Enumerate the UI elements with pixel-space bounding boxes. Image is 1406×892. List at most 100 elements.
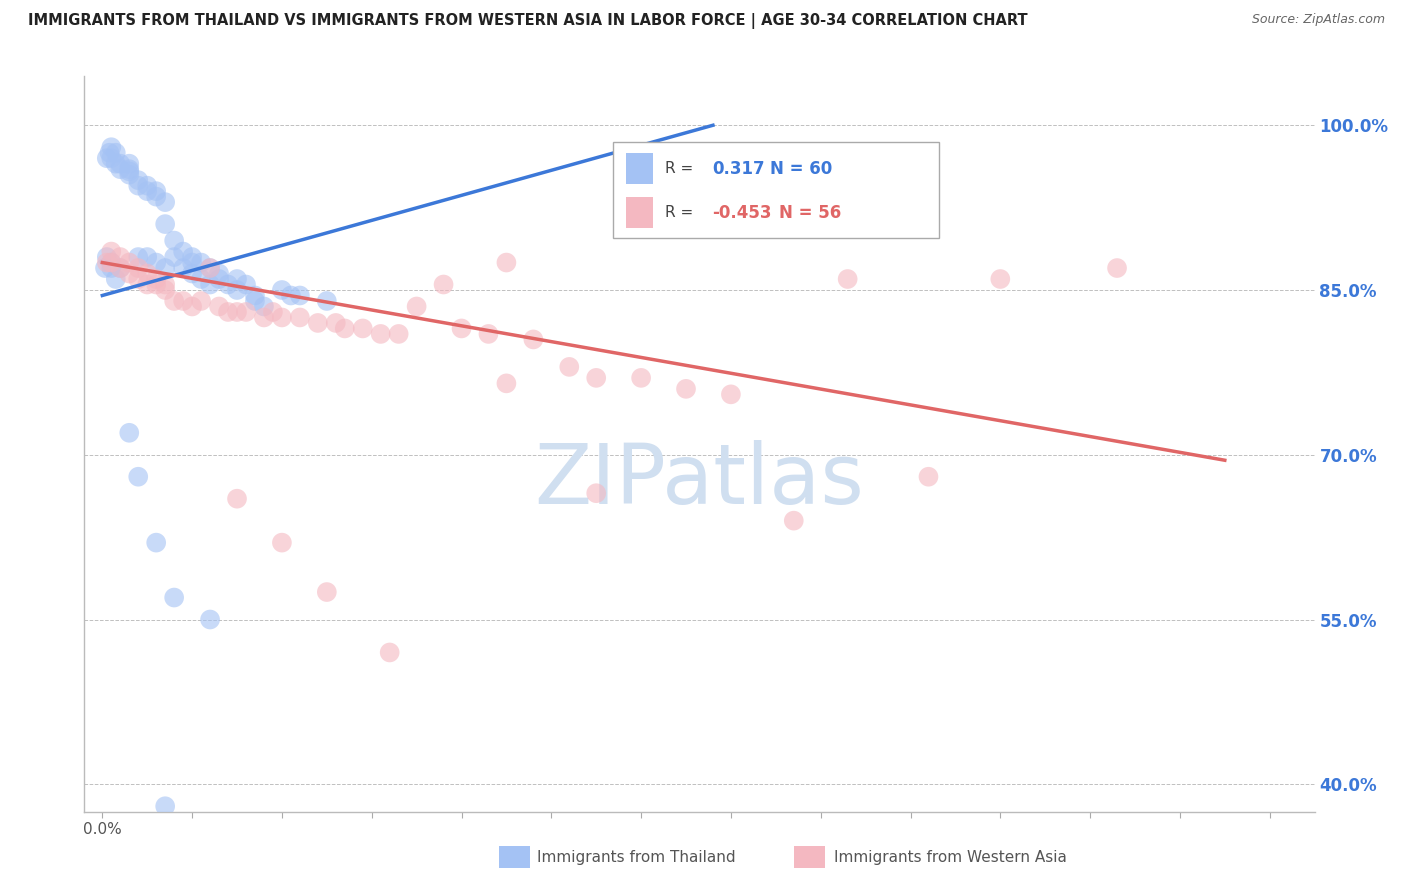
Point — [235, 277, 257, 292]
Point — [118, 157, 141, 171]
Point — [104, 145, 127, 160]
Point — [153, 283, 176, 297]
Point — [181, 255, 204, 269]
Point — [153, 195, 176, 210]
Point — [370, 326, 392, 341]
Point — [163, 234, 186, 248]
Point — [110, 260, 132, 275]
Text: N = 60: N = 60 — [769, 160, 832, 178]
Text: IMMIGRANTS FROM THAILAND VS IMMIGRANTS FROM WESTERN ASIA IN LABOR FORCE | AGE 30: IMMIGRANTS FROM THAILAND VS IMMIGRANTS F… — [28, 13, 1028, 29]
Point — [172, 244, 194, 259]
Point — [118, 164, 141, 178]
Point — [226, 283, 249, 297]
Point — [153, 799, 176, 814]
Bar — [626, 197, 652, 228]
Point — [198, 277, 221, 292]
Text: -0.453: -0.453 — [711, 204, 772, 222]
Point — [104, 157, 127, 171]
Point — [96, 255, 118, 269]
Point — [100, 255, 122, 269]
Point — [100, 260, 122, 275]
Point — [127, 178, 149, 193]
Point — [118, 168, 141, 182]
Point — [110, 260, 132, 275]
Text: Source: ZipAtlas.com: Source: ZipAtlas.com — [1251, 13, 1385, 27]
Point — [253, 310, 276, 325]
Text: N = 56: N = 56 — [779, 204, 842, 222]
Point — [271, 283, 294, 297]
Point — [495, 255, 517, 269]
Point — [96, 151, 118, 165]
Point — [172, 260, 194, 275]
Point — [1105, 260, 1128, 275]
Point — [153, 260, 176, 275]
Point — [405, 300, 427, 314]
Point — [198, 260, 221, 275]
Point — [181, 250, 204, 264]
Point — [100, 140, 122, 154]
Point — [118, 425, 141, 440]
Point — [100, 244, 122, 259]
Point — [98, 145, 121, 160]
Point — [495, 376, 517, 391]
Point — [118, 162, 141, 177]
Point — [198, 613, 221, 627]
Point — [333, 321, 356, 335]
Point — [136, 178, 159, 193]
Point — [271, 310, 294, 325]
Point — [127, 260, 149, 275]
Point — [145, 255, 167, 269]
Point — [136, 250, 159, 264]
Point — [190, 272, 212, 286]
FancyBboxPatch shape — [613, 142, 939, 237]
Point — [127, 250, 149, 264]
Point — [432, 277, 454, 292]
Point — [118, 267, 141, 281]
Point — [315, 293, 337, 308]
Point — [477, 326, 499, 341]
Point — [172, 293, 194, 308]
Text: Immigrants from Thailand: Immigrants from Thailand — [537, 850, 735, 864]
Point — [226, 272, 249, 286]
Point — [352, 321, 374, 335]
Point — [163, 591, 186, 605]
Point — [163, 293, 186, 308]
Point — [325, 316, 347, 330]
Point — [217, 277, 239, 292]
Point — [100, 255, 122, 269]
Point — [450, 321, 472, 335]
Point — [96, 250, 118, 264]
Point — [145, 535, 167, 549]
Point — [288, 310, 311, 325]
Point — [226, 491, 249, 506]
Point — [243, 293, 266, 308]
Point — [145, 277, 167, 292]
Point — [136, 277, 159, 292]
Point — [127, 272, 149, 286]
Point — [181, 267, 204, 281]
Point — [136, 267, 159, 281]
Point — [378, 645, 401, 659]
Point — [110, 250, 132, 264]
Text: R =: R = — [665, 205, 699, 220]
Point — [917, 469, 939, 483]
Point — [208, 272, 231, 286]
Point — [181, 300, 204, 314]
Point — [522, 333, 544, 347]
Point — [226, 305, 249, 319]
Point — [288, 288, 311, 302]
Point — [94, 260, 117, 275]
Text: ZIPatlas: ZIPatlas — [534, 440, 865, 521]
Point — [307, 316, 329, 330]
Point — [145, 184, 167, 198]
Point — [558, 359, 581, 374]
Point — [208, 267, 231, 281]
Point — [217, 305, 239, 319]
Point — [136, 184, 159, 198]
Point — [163, 250, 186, 264]
Text: R =: R = — [665, 161, 699, 177]
Point — [315, 585, 337, 599]
Point — [153, 277, 176, 292]
Point — [235, 305, 257, 319]
Point — [783, 514, 806, 528]
